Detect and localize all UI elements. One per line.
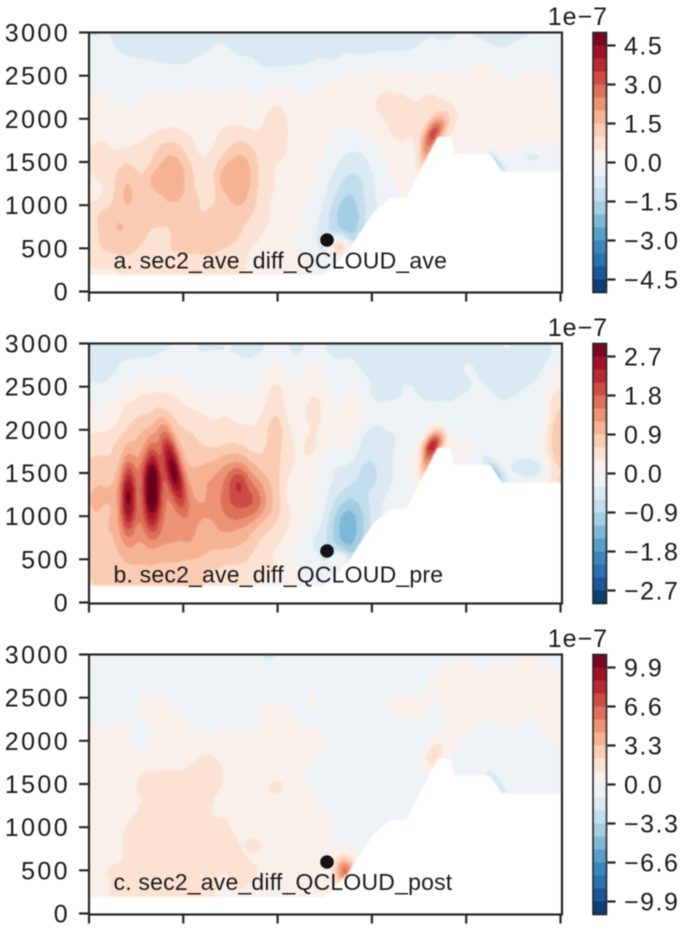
svg-text:2.7: 2.7	[624, 344, 663, 372]
svg-text:2500: 2500	[5, 374, 70, 402]
svg-text:−1.8: −1.8	[624, 539, 679, 567]
svg-text:−3.0: −3.0	[624, 228, 679, 256]
svg-text:1e−7: 1e−7	[548, 314, 608, 342]
svg-text:2500: 2500	[5, 685, 70, 713]
svg-text:1000: 1000	[5, 814, 70, 842]
svg-text:9.9: 9.9	[624, 655, 663, 683]
svg-text:2000: 2000	[5, 106, 70, 134]
svg-text:2000: 2000	[5, 728, 70, 756]
svg-text:−1.5: −1.5	[624, 189, 679, 217]
svg-text:2500: 2500	[5, 63, 70, 91]
svg-text:−9.9: −9.9	[624, 889, 679, 917]
svg-text:6.6: 6.6	[624, 694, 663, 722]
svg-text:1000: 1000	[5, 503, 70, 531]
svg-text:0: 0	[54, 901, 70, 929]
svg-text:3.0: 3.0	[624, 72, 663, 100]
svg-text:500: 500	[21, 857, 70, 885]
svg-text:−4.5: −4.5	[624, 267, 679, 295]
svg-text:1500: 1500	[5, 460, 70, 488]
svg-text:b. sec2_ave_diff_QCLOUD_pre: b. sec2_ave_diff_QCLOUD_pre	[114, 562, 444, 588]
svg-text:1500: 1500	[5, 149, 70, 177]
svg-text:1.5: 1.5	[624, 111, 663, 139]
svg-text:a. sec2_ave_diff_QCLOUD_ave: a. sec2_ave_diff_QCLOUD_ave	[114, 248, 448, 274]
svg-text:0: 0	[54, 590, 70, 618]
svg-text:500: 500	[21, 546, 70, 574]
svg-text:1e−7: 1e−7	[548, 625, 608, 653]
svg-text:c. sec2_ave_diff_QCLOUD_post: c. sec2_ave_diff_QCLOUD_post	[114, 869, 453, 895]
svg-text:3000: 3000	[5, 20, 70, 48]
svg-text:3000: 3000	[5, 331, 70, 359]
svg-text:1500: 1500	[5, 771, 70, 799]
svg-text:1000: 1000	[5, 192, 70, 220]
svg-text:−6.6: −6.6	[624, 850, 679, 878]
svg-text:500: 500	[21, 235, 70, 263]
svg-text:1e−7: 1e−7	[548, 3, 608, 31]
svg-text:0.0: 0.0	[624, 461, 663, 489]
svg-text:−2.7: −2.7	[624, 578, 679, 606]
svg-text:3000: 3000	[5, 642, 70, 670]
svg-text:0: 0	[54, 279, 70, 307]
svg-text:2000: 2000	[5, 417, 70, 445]
svg-text:1.8: 1.8	[624, 383, 663, 411]
svg-text:−0.9: −0.9	[624, 500, 679, 528]
svg-text:0.9: 0.9	[624, 422, 663, 450]
svg-text:0.0: 0.0	[624, 772, 663, 800]
svg-text:0.0: 0.0	[624, 150, 663, 178]
svg-text:3.3: 3.3	[624, 733, 663, 761]
svg-text:4.5: 4.5	[624, 33, 663, 61]
svg-text:−3.3: −3.3	[624, 811, 679, 839]
